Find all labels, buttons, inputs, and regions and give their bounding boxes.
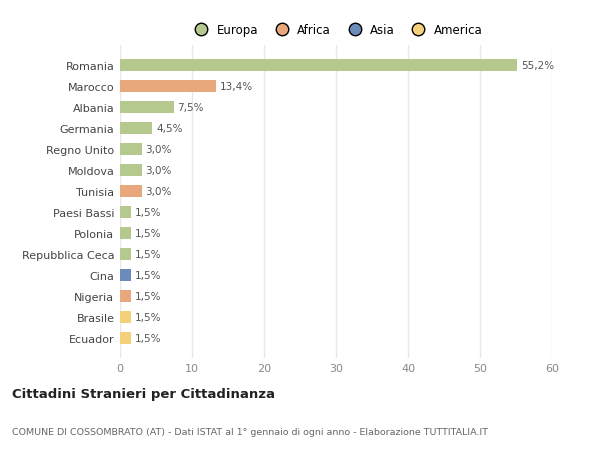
Text: 1,5%: 1,5%: [134, 270, 161, 280]
Text: 3,0%: 3,0%: [145, 145, 172, 155]
Bar: [120, 102, 174, 113]
Text: 1,5%: 1,5%: [134, 291, 161, 301]
Bar: [120, 291, 131, 302]
Legend: Europa, Africa, Asia, America: Europa, Africa, Asia, America: [190, 24, 482, 37]
Text: 55,2%: 55,2%: [521, 61, 554, 71]
Text: 3,0%: 3,0%: [145, 166, 172, 175]
Text: 1,5%: 1,5%: [134, 207, 161, 218]
Bar: [120, 269, 131, 281]
Bar: [120, 165, 142, 176]
Bar: [120, 311, 131, 323]
Bar: [120, 123, 152, 134]
Bar: [120, 60, 517, 72]
Text: 7,5%: 7,5%: [178, 103, 204, 113]
Bar: [120, 249, 131, 260]
Text: 1,5%: 1,5%: [134, 333, 161, 343]
Text: 3,0%: 3,0%: [145, 186, 172, 196]
Bar: [120, 207, 131, 218]
Bar: [120, 332, 131, 344]
Bar: [120, 144, 142, 155]
Text: COMUNE DI COSSOMBRATO (AT) - Dati ISTAT al 1° gennaio di ogni anno - Elaborazion: COMUNE DI COSSOMBRATO (AT) - Dati ISTAT …: [12, 427, 488, 436]
Text: 4,5%: 4,5%: [156, 123, 182, 134]
Text: 13,4%: 13,4%: [220, 82, 253, 92]
Bar: [120, 186, 142, 197]
Bar: [120, 81, 217, 93]
Text: 1,5%: 1,5%: [134, 312, 161, 322]
Text: Cittadini Stranieri per Cittadinanza: Cittadini Stranieri per Cittadinanza: [12, 387, 275, 400]
Bar: [120, 228, 131, 239]
Text: 1,5%: 1,5%: [134, 249, 161, 259]
Text: 1,5%: 1,5%: [134, 229, 161, 238]
